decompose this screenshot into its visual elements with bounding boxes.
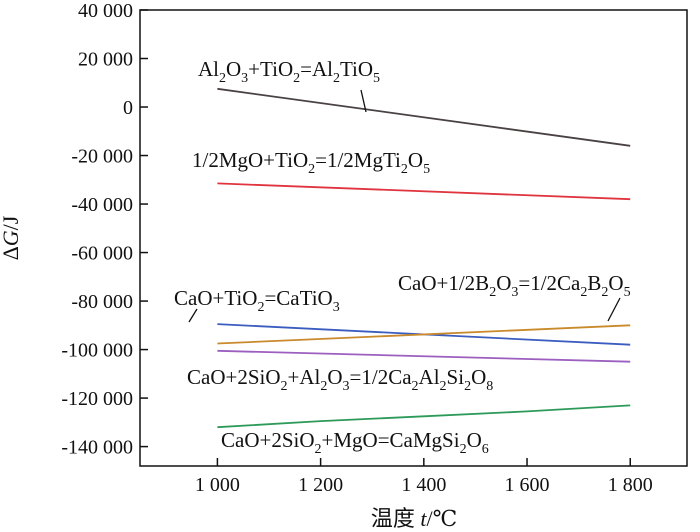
- y-tick-label: -140 000: [61, 437, 133, 459]
- series-label-part: =Al: [300, 57, 333, 81]
- series-label-part: 3: [333, 300, 340, 315]
- series-label-6: CaO+2SiO2+MgO=CaMgSi2O6: [221, 428, 489, 457]
- x-tick-label: 1 800: [608, 474, 653, 496]
- series-label-part: O: [471, 365, 486, 389]
- x-axis-title-var: t: [420, 506, 427, 531]
- x-axis-title-prefix: 温度: [371, 506, 421, 531]
- series-label-part: O: [608, 271, 623, 295]
- series-line-1: [217, 87, 631, 147]
- series-label-part: 2: [257, 300, 264, 315]
- series-label-part: 3: [241, 71, 248, 86]
- series-label-part: 2: [320, 379, 327, 394]
- series-label-part: O: [467, 428, 482, 452]
- series-label-part: 5: [423, 162, 430, 177]
- series-label-part: 2: [308, 162, 315, 177]
- series-label-part: Al: [419, 365, 440, 389]
- series-label-part: 2: [401, 162, 408, 177]
- y-tick-label: -120 000: [61, 388, 133, 410]
- series-label-part: 2: [464, 379, 471, 394]
- series-line-4: [217, 324, 631, 345]
- series-label-part: Al: [198, 57, 219, 81]
- series-label-part: O: [327, 365, 342, 389]
- x-tick-label: 1 400: [401, 474, 446, 496]
- leader-line: [607, 297, 621, 322]
- series-label-part: 2: [293, 71, 300, 86]
- series-label-part: =1/2Ca: [518, 271, 581, 295]
- label-leader-lines: [188, 89, 621, 323]
- series-label-part: 2: [601, 285, 608, 300]
- series-label-2: 1/2MgO+TiO2=1/2MgTi2O5: [192, 148, 430, 177]
- series-label-part: Si: [447, 365, 465, 389]
- series-label-part: +TiO: [248, 57, 293, 81]
- x-tick-label: 1 200: [298, 474, 343, 496]
- series-label-part: 5: [373, 71, 380, 86]
- leader-line: [360, 89, 367, 113]
- series-line-2: [217, 182, 631, 201]
- series-label-part: 2: [580, 285, 587, 300]
- series-label-part: O: [496, 271, 511, 295]
- series-label-part: 3: [343, 379, 350, 394]
- y-axis-title: ΔG/J: [0, 215, 23, 260]
- plot-frame: [139, 9, 688, 467]
- series-label-part: 3: [511, 285, 518, 300]
- series-lines: [217, 87, 631, 429]
- y-tick-label: -100 000: [61, 340, 133, 362]
- series-label-part: 2: [281, 379, 288, 394]
- series-label-part: 5: [624, 285, 631, 300]
- series-label-part: CaO+TiO: [174, 286, 257, 310]
- series-label-part: O: [226, 57, 241, 81]
- y-tick-label: 20 000: [78, 49, 133, 71]
- y-axis-title-var: G: [0, 230, 23, 246]
- series-label-part: 1/2MgO+TiO: [192, 148, 308, 172]
- series-label-part: 2: [440, 379, 447, 394]
- y-tick-label: 40 000: [78, 0, 133, 22]
- y-tick-label: 0: [123, 97, 133, 119]
- series-label-3: CaO+TiO2=CaTiO3: [174, 286, 340, 315]
- series-label-part: =1/2MgTi: [315, 148, 401, 172]
- series-label-part: CaO+1/2B: [398, 271, 489, 295]
- series-label-4: CaO+1/2B2O3=1/2Ca2B2O5: [398, 271, 631, 300]
- y-axis-title-prefix: Δ: [0, 246, 23, 260]
- y-tick-label: -40 000: [71, 194, 133, 216]
- y-axis-ticks: 40 000 20 000 0 -20 000 -40 000 -60 000 -80 00…: [61, 0, 148, 459]
- series-label-part: TiO: [340, 57, 373, 81]
- x-tick-label: 1 000: [195, 474, 240, 496]
- y-tick-label: -60 000: [71, 243, 133, 265]
- series-labels: Al2O3+TiO2=Al2TiO51/2MgO+TiO2=1/2MgTi2O5…: [174, 57, 631, 457]
- series-label-part: CaO+2SiO: [187, 365, 281, 389]
- series-line-6: [217, 404, 631, 429]
- series-label-part: CaO+2SiO: [221, 428, 315, 452]
- x-axis-ticks: 1 000 1 200 1 400 1 600 1 800: [195, 458, 653, 496]
- x-axis-title-unit: /℃: [426, 506, 457, 531]
- series-label-part: 2: [219, 71, 226, 86]
- series-label-part: 2: [460, 442, 467, 457]
- x-tick-label: 1 600: [505, 474, 550, 496]
- series-label-part: O: [408, 148, 423, 172]
- series-label-part: =CaTiO: [264, 286, 332, 310]
- series-label-part: B: [587, 271, 601, 295]
- y-tick-label: -80 000: [71, 291, 133, 313]
- y-tick-label: -20 000: [71, 146, 133, 168]
- series-label-part: 2: [315, 442, 322, 457]
- series-label-part: 2: [412, 379, 419, 394]
- series-line-5: [217, 349, 631, 363]
- series-label-5: CaO+2SiO2+Al2O3=1/2Ca2Al2Si2O8: [187, 365, 493, 394]
- series-label-part: +Al: [288, 365, 321, 389]
- series-label-part: 2: [489, 285, 496, 300]
- series-label-part: +MgO=CaMgSi: [322, 428, 460, 452]
- series-label-part: 2: [333, 71, 340, 86]
- y-axis-title-unit: /J: [0, 215, 23, 230]
- series-label-part: =1/2Ca: [350, 365, 413, 389]
- series-label-part: 8: [486, 379, 493, 394]
- series-label-part: 6: [482, 442, 489, 457]
- series-label-1: Al2O3+TiO2=Al2TiO5: [198, 57, 380, 86]
- leader-line: [188, 308, 198, 323]
- x-axis-title: 温度 t/℃: [371, 506, 457, 531]
